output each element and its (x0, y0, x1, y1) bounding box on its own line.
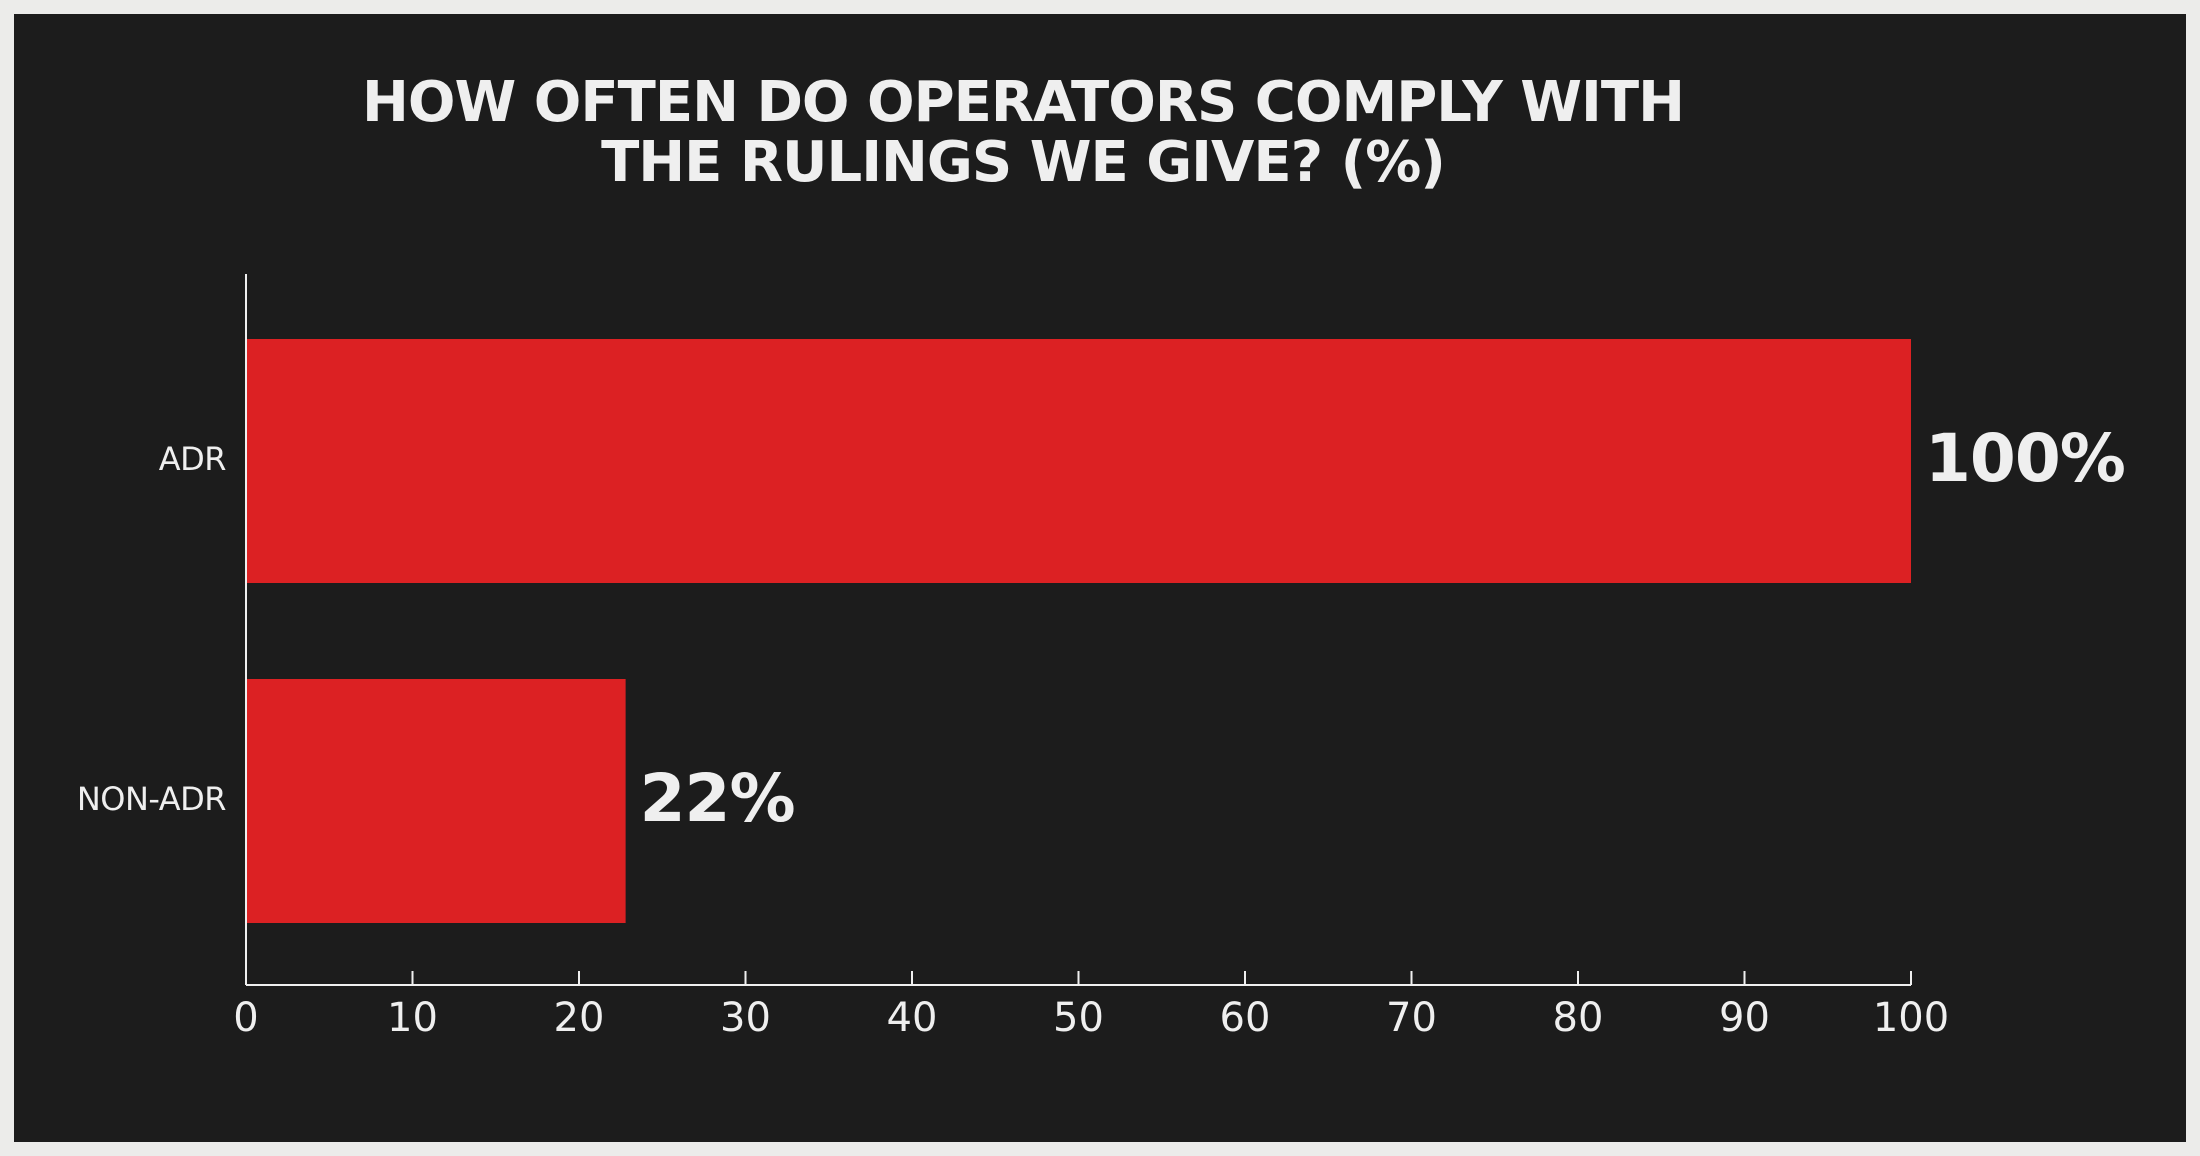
x-tick-label-40: 40 (887, 995, 938, 1041)
plot-area: ADR 100% NON-ADR 22% 0 10 20 30 40 50 60 70 80 90 100 (77, 274, 2126, 1041)
chart-title-line-1: HOW OFTEN DO OPERATORS COMPLY WITH (362, 70, 1684, 135)
x-tick-label-70: 70 (1386, 995, 1437, 1041)
category-label-adr: ADR (159, 440, 227, 478)
x-tick-label-0: 0 (233, 995, 258, 1041)
x-tick-label-60: 60 (1220, 995, 1271, 1041)
bar-adr (246, 339, 1911, 583)
chart-title-line-2: THE RULINGS WE GIVE? (%) (601, 130, 1445, 195)
x-tick-label-30: 30 (720, 995, 771, 1041)
x-tick-label-90: 90 (1719, 995, 1770, 1041)
x-tick-label-10: 10 (387, 995, 438, 1041)
data-label-non-adr: 22% (640, 760, 795, 837)
x-tick-label-100: 100 (1873, 995, 1949, 1041)
x-tick-label-20: 20 (554, 995, 605, 1041)
data-label-adr: 100% (1925, 420, 2125, 497)
x-tick-label-50: 50 (1053, 995, 1104, 1041)
category-label-non-adr: NON-ADR (77, 780, 226, 818)
x-tick-label-80: 80 (1553, 995, 1604, 1041)
bar-non-adr (246, 679, 626, 923)
